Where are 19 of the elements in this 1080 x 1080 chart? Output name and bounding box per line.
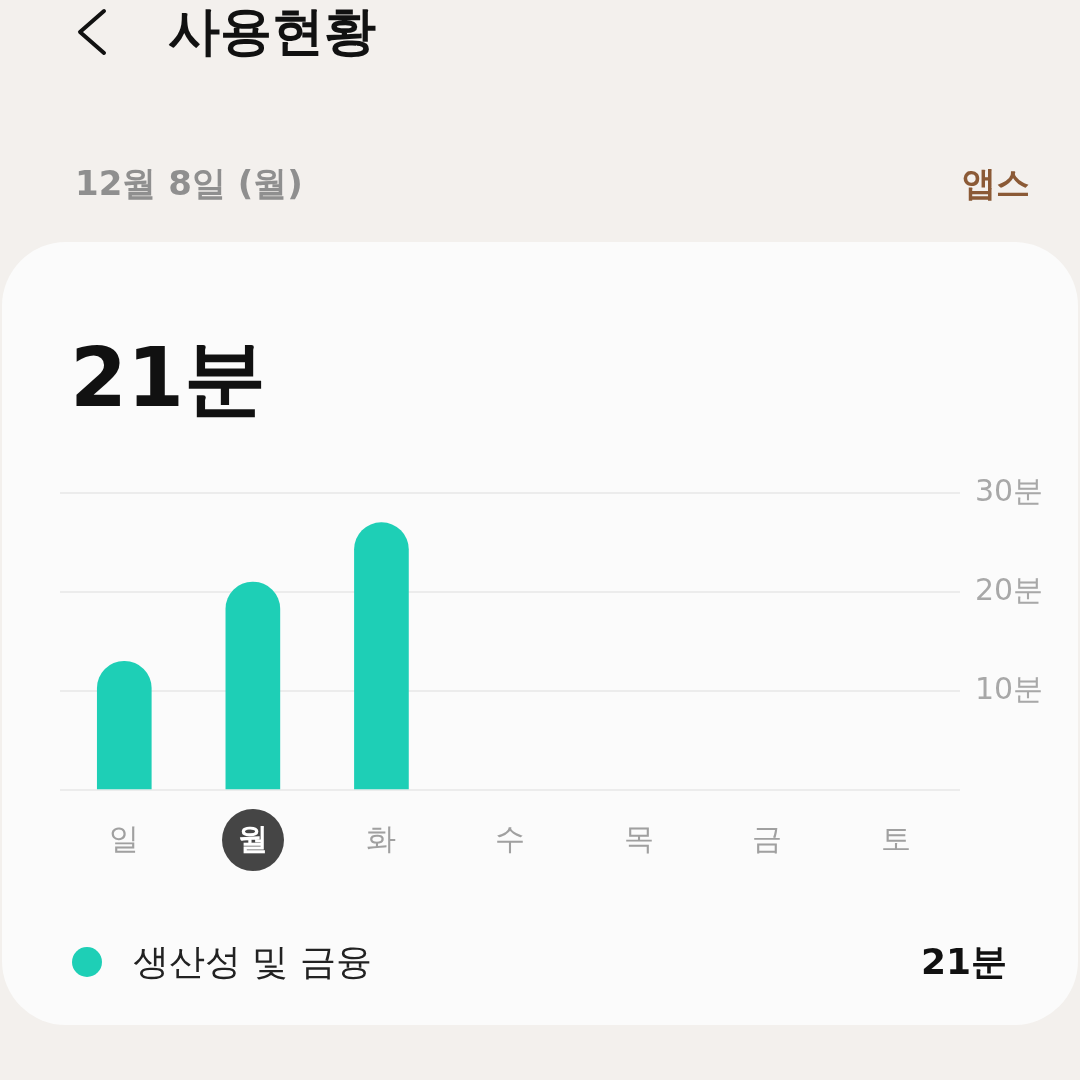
y-tick-label: 10분 (975, 670, 1044, 706)
x-tick-label: 일 (109, 820, 140, 856)
bar (96, 660, 152, 790)
x-tick-label: 금 (752, 820, 783, 856)
legend-label: 생산성 및 금융 (133, 940, 372, 984)
y-tick-label: 20분 (975, 571, 1044, 607)
text: 21분 (70, 330, 267, 426)
x-tick-label: 화 (366, 820, 397, 856)
x-tick-label: 토 (880, 820, 911, 856)
text: 21분 (920, 940, 1007, 984)
x-tick-label: 수 (495, 820, 525, 856)
chart-subtitle: 12월 8일 (월) (75, 162, 303, 205)
text: 앱스 (962, 162, 1030, 205)
y-tick-label: 30분 (975, 472, 1044, 508)
bar (354, 522, 409, 790)
x-tick-label: 월 (237, 820, 268, 856)
bar (225, 581, 281, 790)
x-tick-label: 목 (623, 820, 654, 856)
chart-title: 사용현황 (168, 0, 376, 62)
